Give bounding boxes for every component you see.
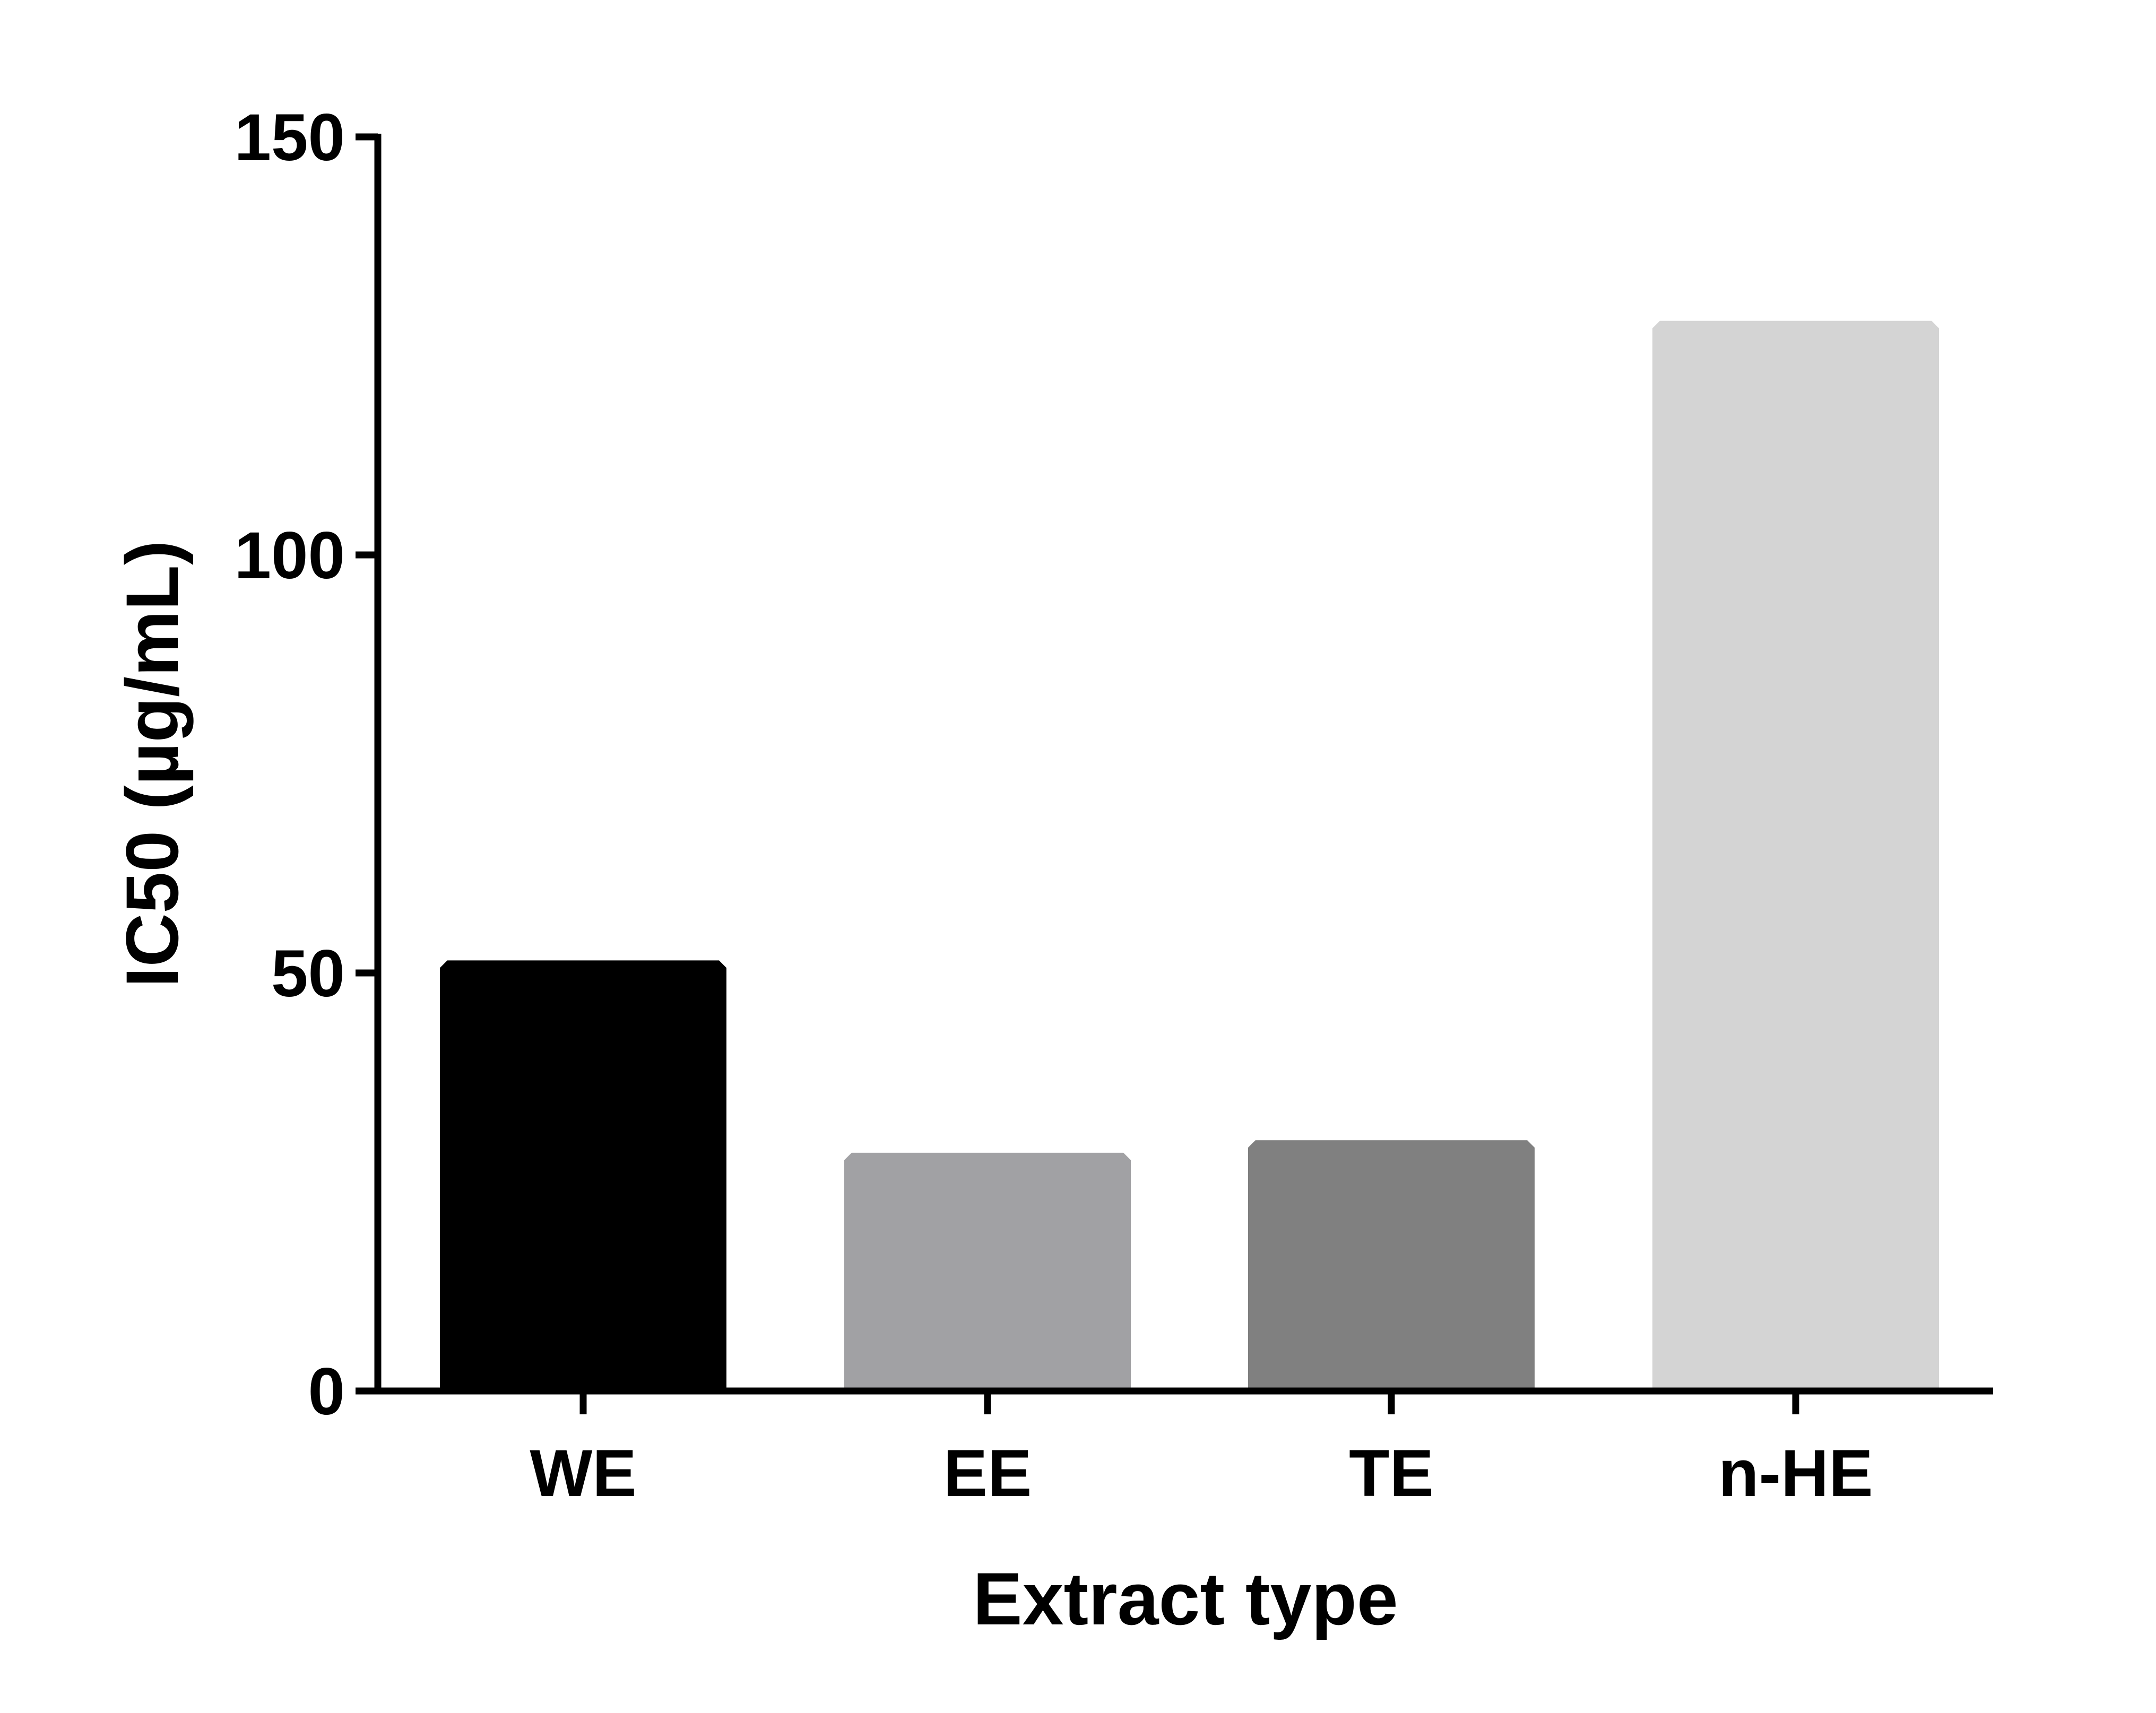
y-ticks-layer: 0 50 100 150 <box>234 101 378 1429</box>
y-tick-label-150: 150 <box>234 101 345 175</box>
bars-layer <box>440 320 1939 1391</box>
x-category-label-te: TE <box>1349 1437 1434 1510</box>
y-tick-label-50: 50 <box>271 937 345 1011</box>
x-category-label-n-he: n-HE <box>1718 1437 1873 1510</box>
x-category-label-ee: EE <box>943 1437 1032 1510</box>
bar-n-he <box>1652 320 1939 1391</box>
bar-we <box>440 960 726 1391</box>
bar-te <box>1248 1140 1535 1391</box>
y-tick-label-100: 100 <box>234 519 345 593</box>
x-axis-title: Extract type <box>973 1557 1398 1640</box>
y-tick-label-0: 0 <box>308 1355 345 1429</box>
bar-ee <box>844 1152 1131 1391</box>
y-axis-title: IC50 (µg/mL) <box>110 541 194 988</box>
x-category-label-we: WE <box>530 1437 636 1510</box>
x-ticks-layer: WE EE TE n-HE <box>530 1391 1873 1510</box>
